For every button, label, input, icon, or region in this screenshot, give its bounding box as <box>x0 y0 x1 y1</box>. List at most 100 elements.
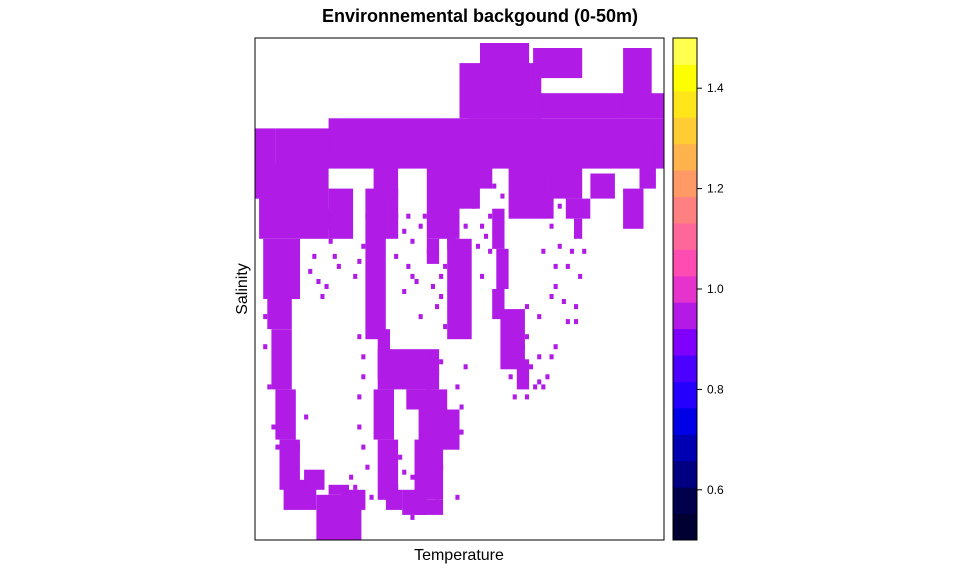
heatmap-cell-99 <box>463 364 468 370</box>
heatmap-cell-104 <box>500 193 505 199</box>
heatmap-cell-85 <box>394 484 399 490</box>
heatmap-region-26 <box>443 163 480 209</box>
colorkey-tick-label-1: 0.8 <box>707 382 724 396</box>
heatmap-cell-35 <box>537 379 542 385</box>
heatmap-region-51 <box>590 173 615 199</box>
heatmap-cell-111 <box>475 243 480 249</box>
heatmap-cell-12 <box>439 359 444 365</box>
heatmap-cell-16 <box>357 258 362 264</box>
heatmap-cell-15 <box>361 243 366 249</box>
heatmap-cell-23 <box>394 253 399 259</box>
heatmap-cell-5 <box>414 279 419 284</box>
heatmap-cell-79 <box>365 464 370 470</box>
heatmap-cell-21 <box>402 228 407 234</box>
heatmap-cell-66 <box>332 253 337 259</box>
heatmap-cell-88 <box>406 499 411 505</box>
heatmap-cell-73 <box>295 444 300 450</box>
heatmap-cell-58 <box>512 394 517 400</box>
heatmap-cell-34 <box>533 384 538 390</box>
heatmap-cell-39 <box>553 344 558 350</box>
colorkey-tick-label-3: 1.2 <box>707 182 724 196</box>
heatmap-cell-33 <box>529 364 534 370</box>
colorkey-swatch-1 <box>673 487 697 515</box>
heatmap-cell-87 <box>402 469 407 475</box>
heatmap-region-2 <box>328 118 664 159</box>
heatmap-cell-108 <box>488 213 493 219</box>
heatmap-region-11 <box>263 238 300 299</box>
heatmap-cell-63 <box>308 268 313 274</box>
heatmap-cell-106 <box>471 203 476 209</box>
heatmap-cell-4 <box>426 248 431 254</box>
colorkey-swatch-14 <box>673 143 697 171</box>
heatmap-cell-67 <box>324 284 329 289</box>
heatmap-cell-9 <box>418 314 423 320</box>
heatmap-region-21 <box>300 208 333 229</box>
heatmap-cell-8 <box>439 294 444 299</box>
heatmap-region-31 <box>365 188 386 340</box>
heatmap-cell-76 <box>357 394 362 400</box>
heatmap-cell-83 <box>361 354 366 360</box>
heatmap-cell-92 <box>435 494 440 500</box>
heatmap-cell-68 <box>267 384 272 390</box>
heatmap-region-12 <box>267 299 292 330</box>
heatmap-cell-45 <box>553 284 558 289</box>
heatmap-region-29 <box>545 168 583 199</box>
heatmap-cell-114 <box>451 284 456 289</box>
heatmap-region-13 <box>271 329 292 390</box>
heatmap-cell-80 <box>353 484 358 490</box>
colorkey-swatch-18 <box>673 38 697 65</box>
heatmap-cell-47 <box>569 248 574 254</box>
colorkey-swatch-6 <box>673 355 697 382</box>
colorkey-swatch-16 <box>673 90 697 118</box>
heatmap-cell-13 <box>426 384 431 390</box>
heatmap-region-30 <box>623 188 644 229</box>
heatmap-cell-64 <box>336 263 341 269</box>
heatmap-cell-102 <box>484 163 489 169</box>
heatmap-cell-27 <box>488 248 493 254</box>
heatmap-cell-24 <box>406 263 411 269</box>
colorkey-swatch-17 <box>673 64 697 92</box>
heatmap-cell-43 <box>549 223 554 229</box>
heatmap-cell-89 <box>410 514 415 520</box>
heatmap-region-34 <box>406 389 448 410</box>
heatmap-cell-10 <box>443 324 448 330</box>
heatmap-cell-74 <box>304 414 309 420</box>
heatmap-cell-62 <box>312 253 317 259</box>
heatmap-cell-100 <box>459 429 464 435</box>
heatmap-cell-86 <box>398 454 403 460</box>
heatmap-cell-116 <box>439 273 444 279</box>
heatmap-cell-72 <box>263 344 268 350</box>
heatmap-cell-90 <box>410 474 415 480</box>
heatmap-cell-75 <box>361 374 366 380</box>
heatmap-cell-93 <box>430 474 435 480</box>
heatmap-cell-77 <box>357 424 362 430</box>
colorkey-swatch-13 <box>673 170 697 198</box>
heatmap-region-22 <box>328 188 354 239</box>
heatmap-region-50 <box>639 138 656 189</box>
heatmap-cell-3 <box>422 213 427 219</box>
heatmap-cell-94 <box>439 464 444 470</box>
heatmap-region-20 <box>328 484 349 495</box>
heatmap-cell-14 <box>435 369 440 375</box>
heatmap-cell-36 <box>545 374 550 380</box>
heatmap-cell-19 <box>394 213 399 219</box>
heatmap-region-7 <box>623 48 652 114</box>
colorkey-swatch-12 <box>673 196 697 224</box>
heatmap-cell-55 <box>557 203 562 209</box>
heatmap-region-15 <box>279 439 300 490</box>
heatmap-cell-78 <box>361 444 366 450</box>
heatmap-region-47 <box>426 238 440 264</box>
heatmap-cell-26 <box>402 289 407 294</box>
colorkey-swatch-15 <box>673 117 697 145</box>
heatmap-cell-98 <box>455 384 460 390</box>
colorkey-swatch-9 <box>673 275 697 303</box>
heatmap-region-17 <box>304 469 325 490</box>
heatmap-cell-84 <box>357 334 362 340</box>
heatmap-cell-60 <box>320 294 325 299</box>
colorkey-swatch-8 <box>673 302 697 330</box>
heatmap-cell-112 <box>463 223 468 229</box>
heatmap-cell-41 <box>553 263 558 269</box>
heatmap-cell-107 <box>480 223 485 229</box>
heatmap-cell-2 <box>418 223 423 229</box>
